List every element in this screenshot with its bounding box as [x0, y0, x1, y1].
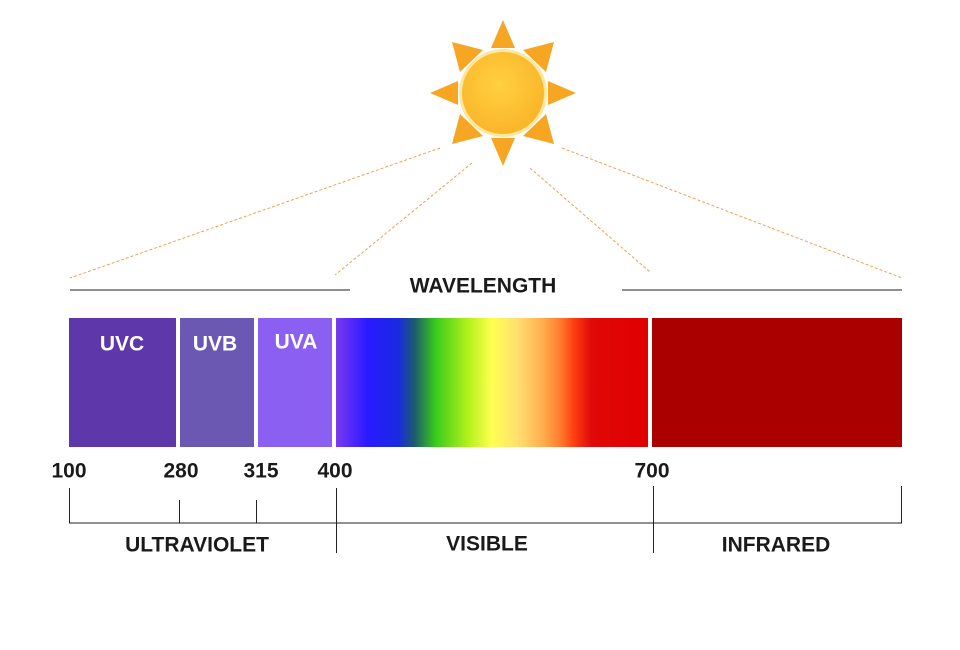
title: WAVELENGTH [410, 275, 557, 298]
band-label: UVA [275, 331, 318, 354]
tick-label: 315 [243, 460, 278, 483]
tick-label: 280 [163, 460, 198, 483]
band-label: UVC [100, 333, 144, 356]
uvb-band [180, 318, 254, 447]
tick-label: 700 [634, 460, 669, 483]
tick-label: 100 [51, 460, 86, 483]
uva-band [258, 318, 332, 447]
band-label: UVB [193, 333, 237, 356]
visible-band [336, 318, 648, 447]
infrared-band [652, 318, 902, 447]
region-label: VISIBLE [446, 533, 528, 556]
sun [430, 20, 576, 166]
region-brackets [69, 486, 902, 553]
rays [69, 147, 903, 279]
region-label: ULTRAVIOLET [125, 534, 269, 557]
uvc-band [69, 318, 176, 447]
region-label: INFRARED [722, 534, 831, 557]
tick-label: 400 [317, 460, 352, 483]
